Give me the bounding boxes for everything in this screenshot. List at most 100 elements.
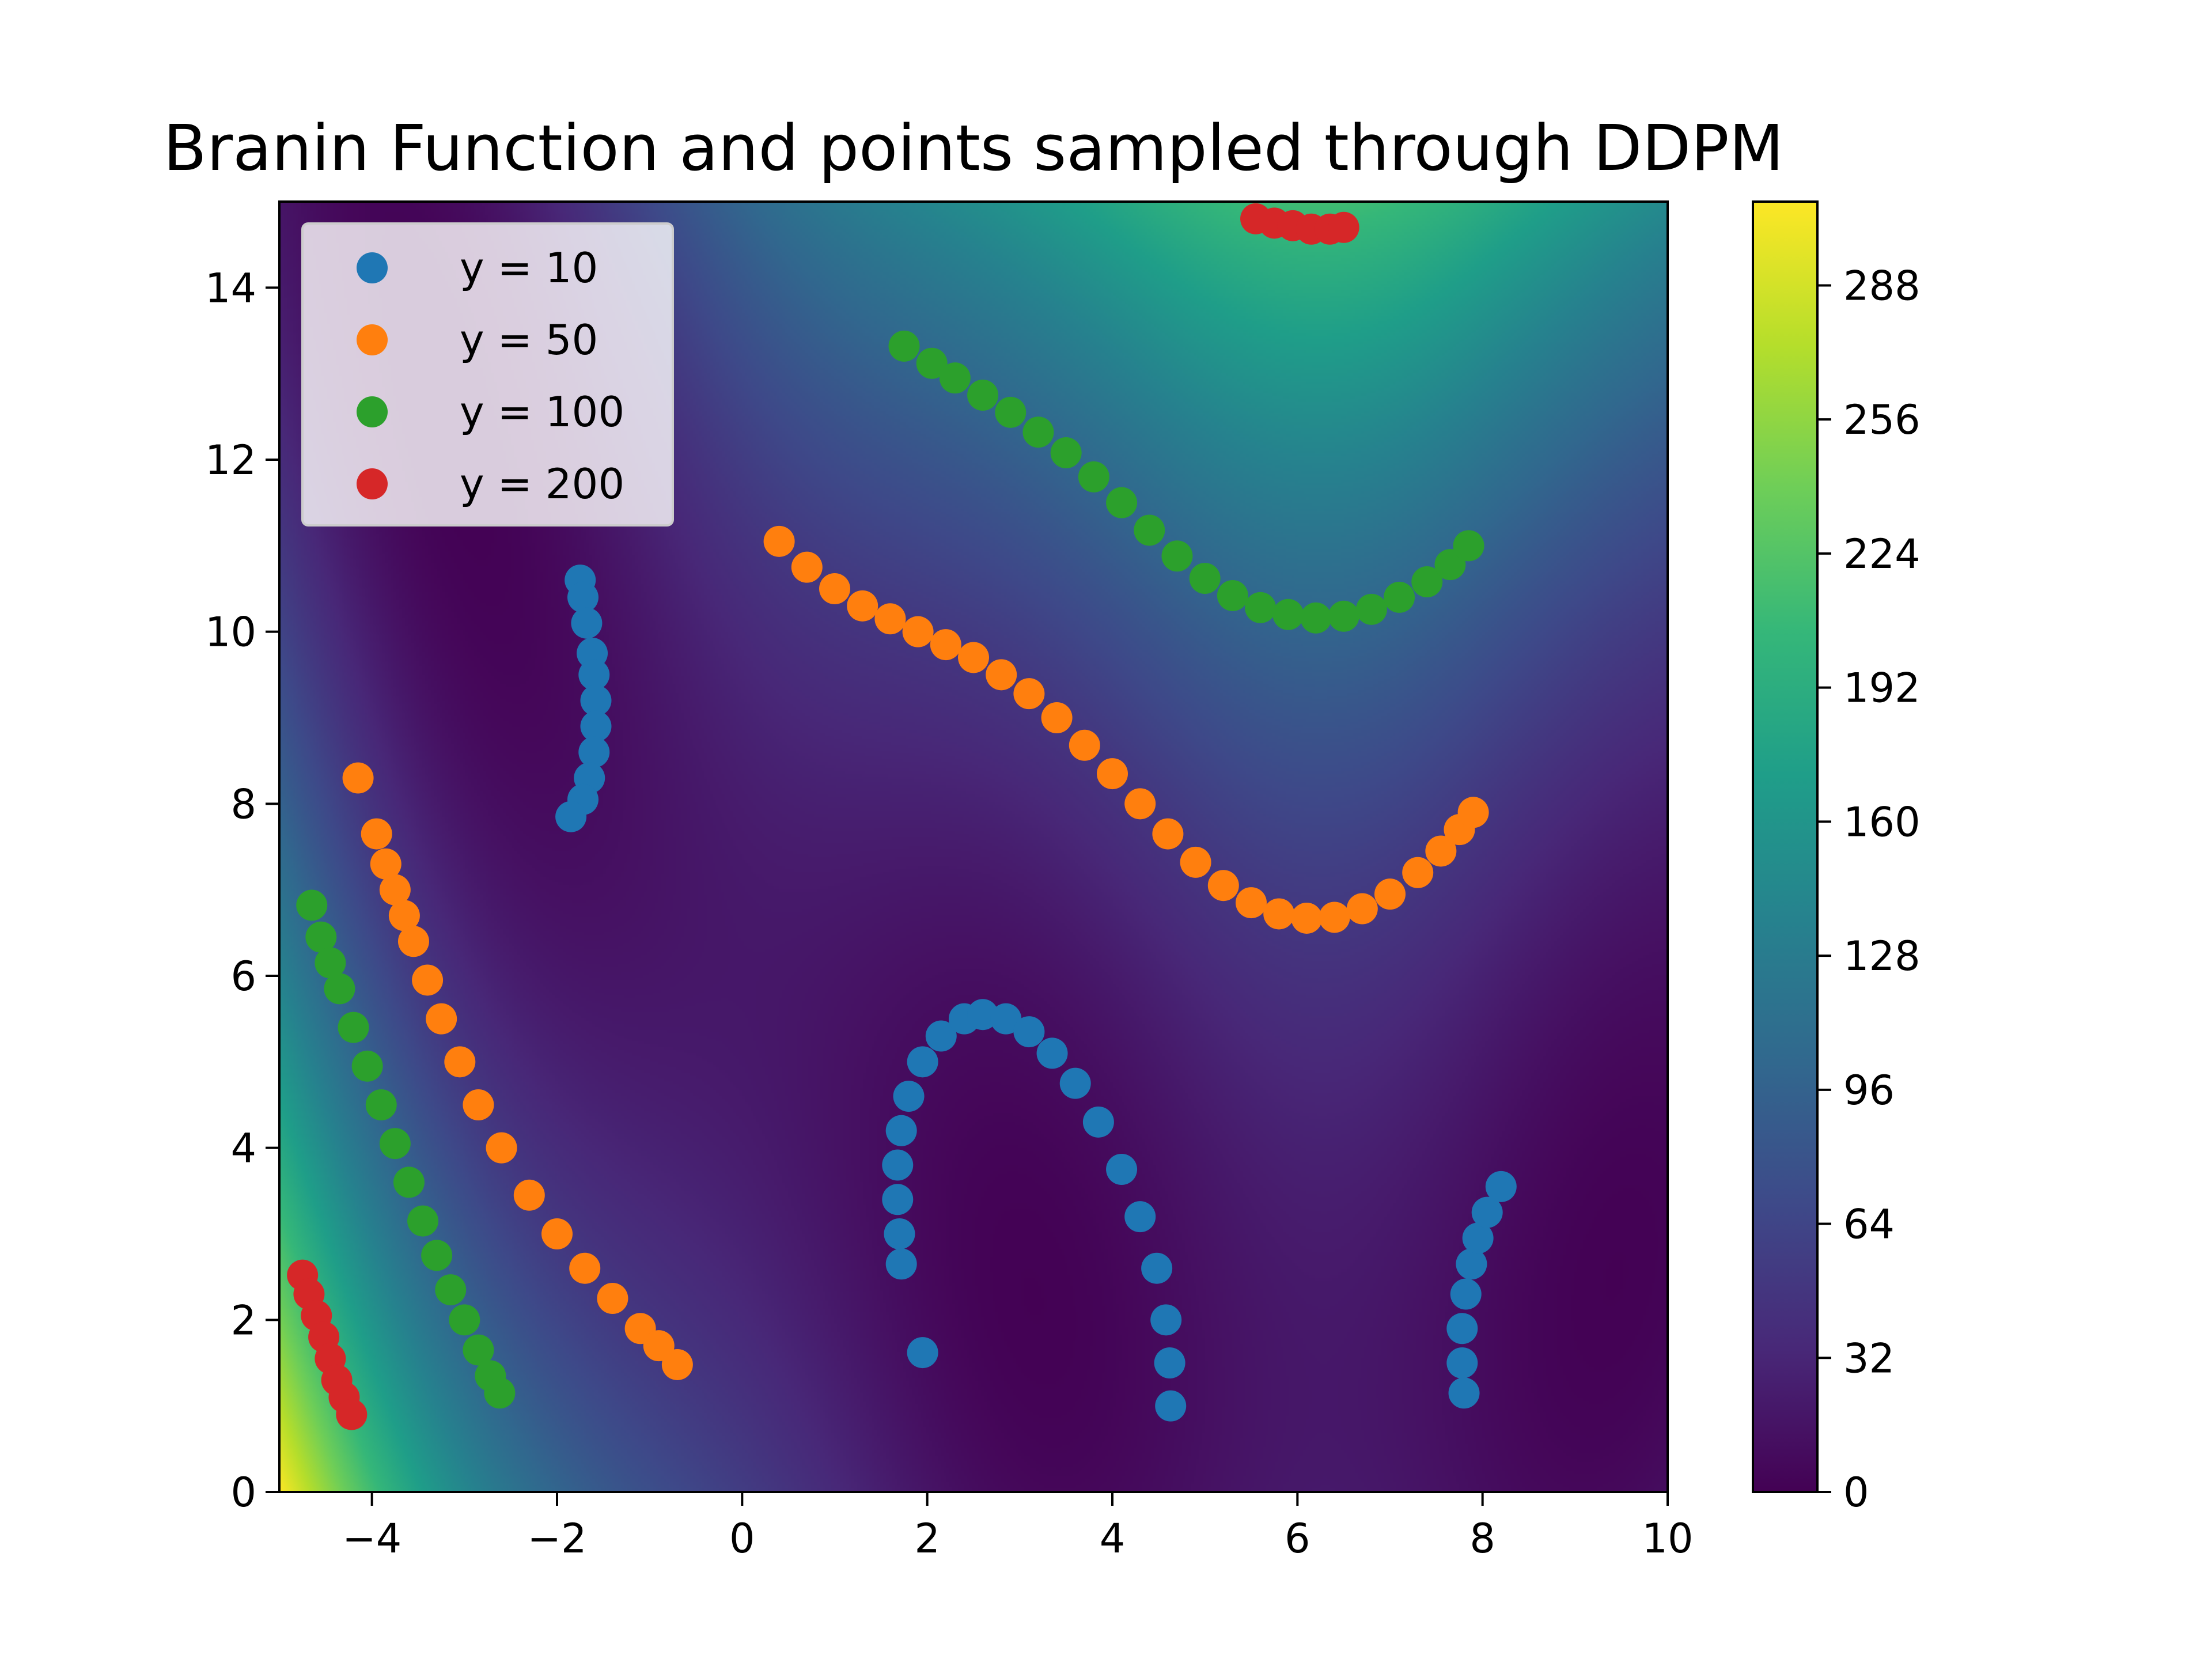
data-point [463, 1334, 494, 1366]
data-point [1456, 1248, 1487, 1280]
data-point [580, 685, 612, 717]
y-tick-label: 10 [205, 609, 256, 656]
data-point [1384, 581, 1415, 613]
data-point [580, 710, 612, 742]
data-point [513, 1179, 545, 1211]
data-point [1245, 592, 1277, 623]
data-point [1141, 1252, 1173, 1284]
data-point [874, 603, 906, 635]
data-point [1328, 600, 1359, 632]
x-axis: −4 −2 0 2 4 6 8 10 [342, 1492, 1694, 1562]
data-point [1263, 898, 1295, 930]
data-point [597, 1283, 628, 1314]
data-point [1448, 1377, 1480, 1409]
data-point [1106, 1154, 1138, 1185]
data-point [661, 1349, 693, 1380]
data-point [1150, 1304, 1182, 1336]
legend-label: y = 50 [460, 316, 598, 364]
data-point [885, 1115, 917, 1146]
y-tick-label: 14 [205, 264, 256, 312]
data-point [315, 947, 346, 979]
series-3 [296, 330, 1484, 1409]
data-point [967, 999, 999, 1031]
data-point [1022, 416, 1054, 448]
data-point [324, 973, 355, 1005]
data-point [305, 921, 337, 953]
data-point [1161, 540, 1193, 572]
data-point [1013, 678, 1045, 710]
data-point [1106, 487, 1138, 518]
data-point [1453, 530, 1484, 562]
x-tick-label: 2 [914, 1515, 940, 1562]
data-point [1059, 1067, 1091, 1099]
data-point [361, 818, 392, 850]
data-point [486, 1132, 517, 1164]
colorbar-tick-label: 224 [1843, 531, 1921, 578]
data-point [882, 1149, 914, 1181]
legend-entry: y = 200 [357, 460, 624, 508]
data-point [463, 1089, 494, 1120]
data-point [365, 1089, 397, 1120]
data-point [1013, 1016, 1045, 1048]
legend: y = 10 y = 50 y = 100 y = 200 [301, 222, 674, 527]
data-point [1078, 461, 1109, 493]
y-tick-label: 6 [230, 953, 256, 1000]
data-point [916, 347, 948, 379]
data-point [1319, 902, 1350, 933]
data-point [342, 762, 374, 794]
data-point [902, 616, 934, 647]
data-point [338, 1012, 369, 1043]
data-point [1300, 602, 1332, 634]
colorbar-gradient [1753, 202, 1817, 1492]
data-point [1152, 818, 1184, 850]
data-point [791, 551, 823, 583]
series-1 [555, 565, 1517, 1422]
data-point [388, 900, 420, 931]
colorbar-tick-label: 64 [1843, 1201, 1895, 1248]
data-point [379, 1128, 411, 1160]
x-tick-label: 8 [1469, 1515, 1495, 1562]
colorbar-tick-label: 256 [1843, 396, 1921, 444]
data-point [421, 1240, 453, 1271]
legend-label: y = 200 [460, 460, 624, 508]
y-tick-label: 2 [230, 1297, 256, 1344]
data-point [1207, 870, 1239, 902]
y-tick-label: 4 [230, 1125, 256, 1172]
data-point [412, 964, 444, 996]
legend-box [301, 222, 674, 527]
data-point [1236, 887, 1267, 919]
legend-marker [357, 252, 388, 283]
data-point [1346, 893, 1378, 925]
x-tick-label: 10 [1642, 1515, 1693, 1562]
data-point [370, 848, 402, 880]
data-point [763, 525, 795, 557]
data-point [1411, 566, 1443, 598]
data-point [541, 1218, 573, 1249]
data-point [379, 874, 411, 906]
legend-marker [357, 396, 388, 427]
data-point [888, 330, 920, 362]
x-tick-label: 0 [729, 1515, 755, 1562]
colorbar-tick-label: 192 [1843, 665, 1921, 712]
data-point [1180, 846, 1211, 878]
data-point [1446, 1347, 1478, 1378]
x-tick-label: 4 [1100, 1515, 1126, 1562]
colorbar-ticks: 0 32 64 96 128 160 192 224 256 288 [1817, 262, 1921, 1516]
data-point [1328, 211, 1359, 243]
data-point [1155, 1390, 1187, 1422]
data-point [1189, 563, 1221, 594]
data-point [1355, 593, 1387, 625]
data-point [1462, 1222, 1494, 1254]
x-tick-label: −2 [527, 1515, 586, 1562]
colorbar-frame [1752, 200, 1819, 1493]
data-point [930, 629, 961, 661]
data-point [1124, 1201, 1156, 1233]
data-point [882, 1184, 914, 1215]
data-point [1291, 902, 1323, 934]
data-point [1485, 1171, 1517, 1202]
plot-frame [278, 200, 1669, 1493]
data-point [1041, 702, 1073, 733]
colorbar: 0 32 64 96 128 160 192 224 256 288 [1752, 200, 1921, 1516]
data-point [1425, 835, 1457, 867]
data-point [578, 736, 610, 768]
